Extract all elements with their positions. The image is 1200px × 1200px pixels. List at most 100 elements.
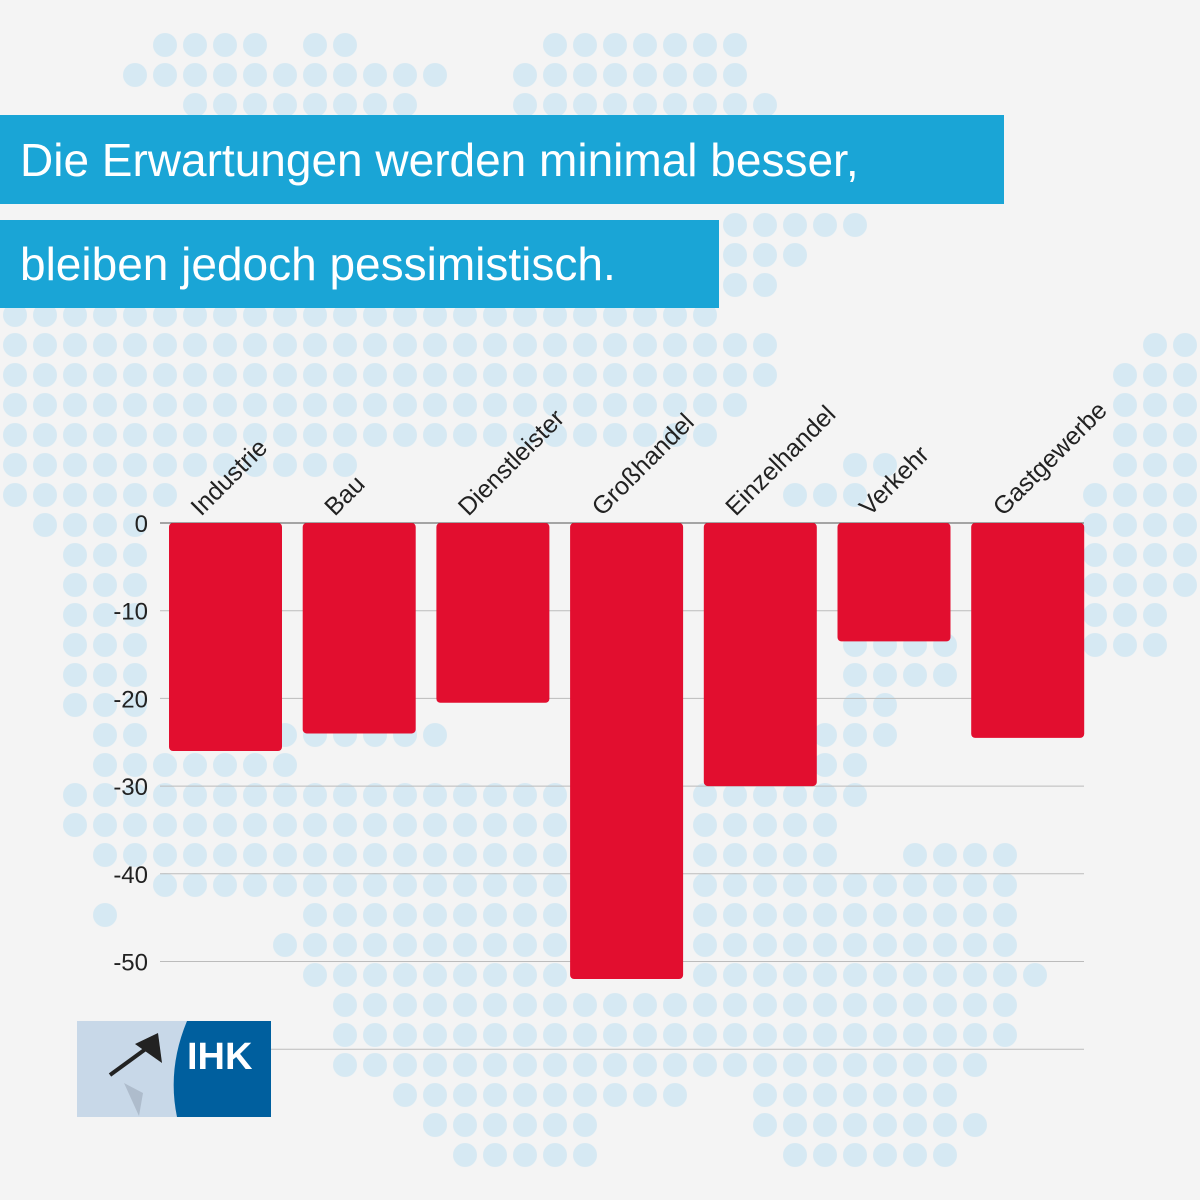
map-dot <box>693 873 717 897</box>
map-dot <box>93 483 117 507</box>
map-dot <box>513 303 537 327</box>
map-dot <box>603 333 627 357</box>
map-dot <box>93 693 117 717</box>
map-dot <box>123 63 147 87</box>
map-dot <box>933 963 957 987</box>
map-dot <box>93 393 117 417</box>
map-dot <box>963 933 987 957</box>
map-dot <box>123 483 147 507</box>
map-dot <box>843 483 867 507</box>
map-dot <box>93 453 117 477</box>
map-dot <box>393 993 417 1017</box>
map-dot <box>63 783 87 807</box>
map-dot <box>33 393 57 417</box>
map-dot <box>693 363 717 387</box>
map-dot <box>33 513 57 537</box>
map-dot <box>63 633 87 657</box>
map-dot <box>933 933 957 957</box>
map-dot <box>933 1053 957 1077</box>
title-line-1: Die Erwartungen werden minimal besser, <box>0 115 1004 204</box>
map-dot <box>663 993 687 1017</box>
x-tick-label: Einzelhandel <box>720 400 841 521</box>
map-dot <box>273 423 297 447</box>
map-dot <box>963 843 987 867</box>
map-dot <box>753 363 777 387</box>
map-dot <box>603 303 627 327</box>
map-dot <box>213 303 237 327</box>
map-dot <box>363 843 387 867</box>
map-dot <box>423 333 447 357</box>
map-dot <box>243 873 267 897</box>
map-dot <box>183 423 207 447</box>
map-dot <box>723 243 747 267</box>
map-dot <box>483 1113 507 1137</box>
map-dot <box>543 363 567 387</box>
map-dot <box>693 1053 717 1077</box>
bar-einzelhandel <box>703 523 817 787</box>
map-dot <box>513 903 537 927</box>
map-dot <box>723 363 747 387</box>
map-dot <box>1173 543 1197 567</box>
map-dot <box>453 1053 477 1077</box>
title-line-2: bleiben jedoch pessimistisch. <box>0 220 719 308</box>
map-dot <box>303 843 327 867</box>
map-dot <box>423 1023 447 1047</box>
map-dot <box>963 903 987 927</box>
map-dot <box>933 873 957 897</box>
map-dot <box>1143 633 1167 657</box>
x-tick-label: Dienstleister <box>453 404 570 521</box>
y-tick-label: -50 <box>113 950 148 977</box>
map-dot <box>123 783 147 807</box>
map-dot <box>183 363 207 387</box>
map-dot <box>123 603 147 627</box>
map-dot <box>843 783 867 807</box>
map-dot <box>933 843 957 867</box>
map-dot <box>513 1023 537 1047</box>
map-dot <box>303 303 327 327</box>
map-dot <box>513 873 537 897</box>
map-dot <box>903 933 927 957</box>
map-dot <box>423 843 447 867</box>
map-dot <box>153 873 177 897</box>
map-dot <box>483 1053 507 1077</box>
map-dot <box>873 873 897 897</box>
map-dot <box>753 243 777 267</box>
map-dot <box>663 93 687 117</box>
map-dot <box>183 33 207 57</box>
map-dot <box>543 1083 567 1107</box>
map-dot <box>903 1083 927 1107</box>
map-dot <box>423 933 447 957</box>
map-dot <box>723 93 747 117</box>
map-dot <box>903 963 927 987</box>
map-dot <box>63 693 87 717</box>
map-dot <box>873 1143 897 1167</box>
map-dot <box>423 1083 447 1107</box>
map-dot <box>93 783 117 807</box>
map-dot <box>453 873 477 897</box>
map-dot <box>873 963 897 987</box>
map-dot <box>363 903 387 927</box>
map-dot <box>93 723 117 747</box>
map-dot <box>333 93 357 117</box>
map-dot <box>873 1023 897 1047</box>
map-dot <box>243 33 267 57</box>
map-dot <box>753 273 777 297</box>
map-dot <box>663 393 687 417</box>
map-dot <box>183 753 207 777</box>
map-dot <box>543 1143 567 1167</box>
map-dot <box>963 963 987 987</box>
map-dot <box>363 963 387 987</box>
map-dot <box>723 963 747 987</box>
map-dot <box>753 813 777 837</box>
map-dot <box>873 663 897 687</box>
map-dot <box>183 63 207 87</box>
map-dot <box>813 213 837 237</box>
map-dot <box>333 363 357 387</box>
map-dot <box>753 93 777 117</box>
map-dot <box>693 993 717 1017</box>
map-dot <box>1173 333 1197 357</box>
map-dot <box>633 303 657 327</box>
map-dot <box>573 393 597 417</box>
